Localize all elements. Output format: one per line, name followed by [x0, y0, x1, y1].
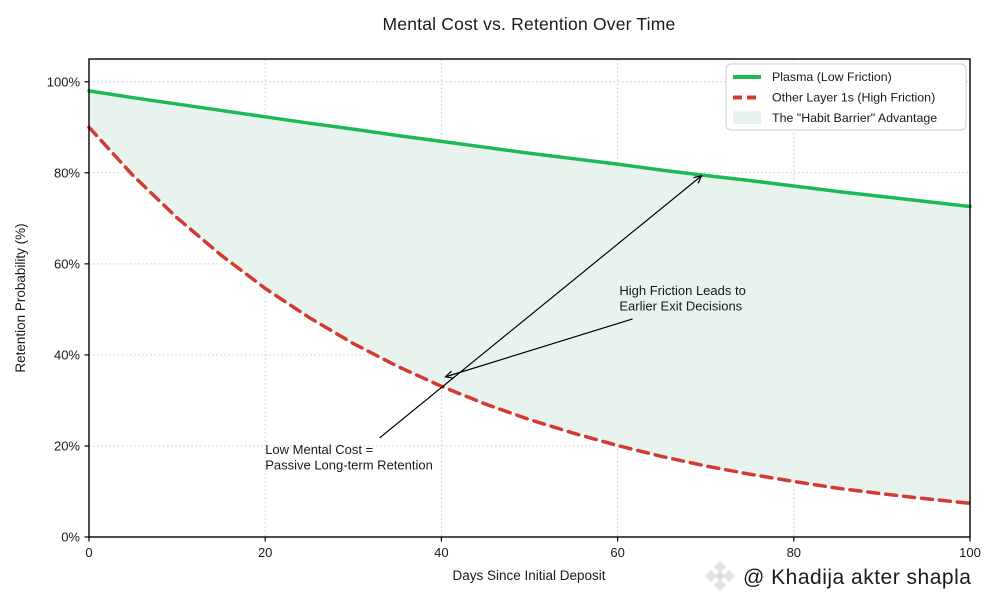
y-tick-label: 0% — [61, 530, 80, 545]
annotation-arrow-1 — [444, 318, 633, 379]
legend: Plasma (Low Friction) Other Layer 1s (Hi… — [725, 63, 967, 131]
fill-between-area — [89, 90, 970, 504]
x-tick-label: 60 — [610, 545, 624, 560]
legend-label-habit-barrier: The "Habit Barrier" Advantage — [772, 111, 937, 125]
legend-label-plasma: Plasma (Low Friction) — [772, 70, 892, 84]
bnb-diamond-icon — [705, 561, 735, 591]
watermark: @ Khadija akter shapla — [705, 561, 971, 591]
legend-swatch-habit-patch — [733, 111, 761, 124]
data-series — [87, 89, 972, 506]
other-layer1s-line — [87, 125, 972, 506]
legend-box — [725, 63, 967, 131]
y-tick-label: 60% — [54, 256, 80, 271]
y-tick-label: 40% — [54, 347, 80, 362]
y-tick-label: 100% — [47, 74, 81, 89]
annotation-text-2: Low Mental Cost = Passive Long-term Reten… — [265, 442, 433, 473]
plot-frame — [88, 58, 971, 538]
annotation-arrow-2 — [379, 174, 703, 439]
plot-border — [88, 58, 971, 538]
habit-barrier-fill — [89, 90, 970, 504]
x-tick-label: 20 — [258, 545, 272, 560]
annotation-text-1: High Friction Leads to Earlier Exit Decis… — [619, 283, 745, 314]
chart-title: Mental Cost vs. Retention Over Time — [383, 14, 676, 34]
x-tick-label: 80 — [787, 545, 801, 560]
y-axis-label: Retention Probability (%) — [13, 223, 28, 372]
watermark-text: @ Khadija akter shapla — [743, 566, 971, 589]
y-tick-label: 20% — [54, 438, 80, 453]
annotations: High Friction Leads to Earlier Exit Decis… — [265, 174, 746, 473]
x-tick-label: 100 — [959, 545, 981, 560]
y-tick-label: 80% — [54, 165, 80, 180]
axis-ticks: 0 20 40 60 80 100 0% 20% 40% 60% 80% 100% — [47, 74, 981, 560]
x-tick-label: 0 — [85, 545, 92, 560]
x-axis-label: Days Since Initial Deposit — [452, 568, 605, 583]
x-tick-label: 40 — [434, 545, 448, 560]
legend-label-other: Other Layer 1s (High Friction) — [772, 91, 935, 105]
plasma-line — [87, 89, 972, 209]
